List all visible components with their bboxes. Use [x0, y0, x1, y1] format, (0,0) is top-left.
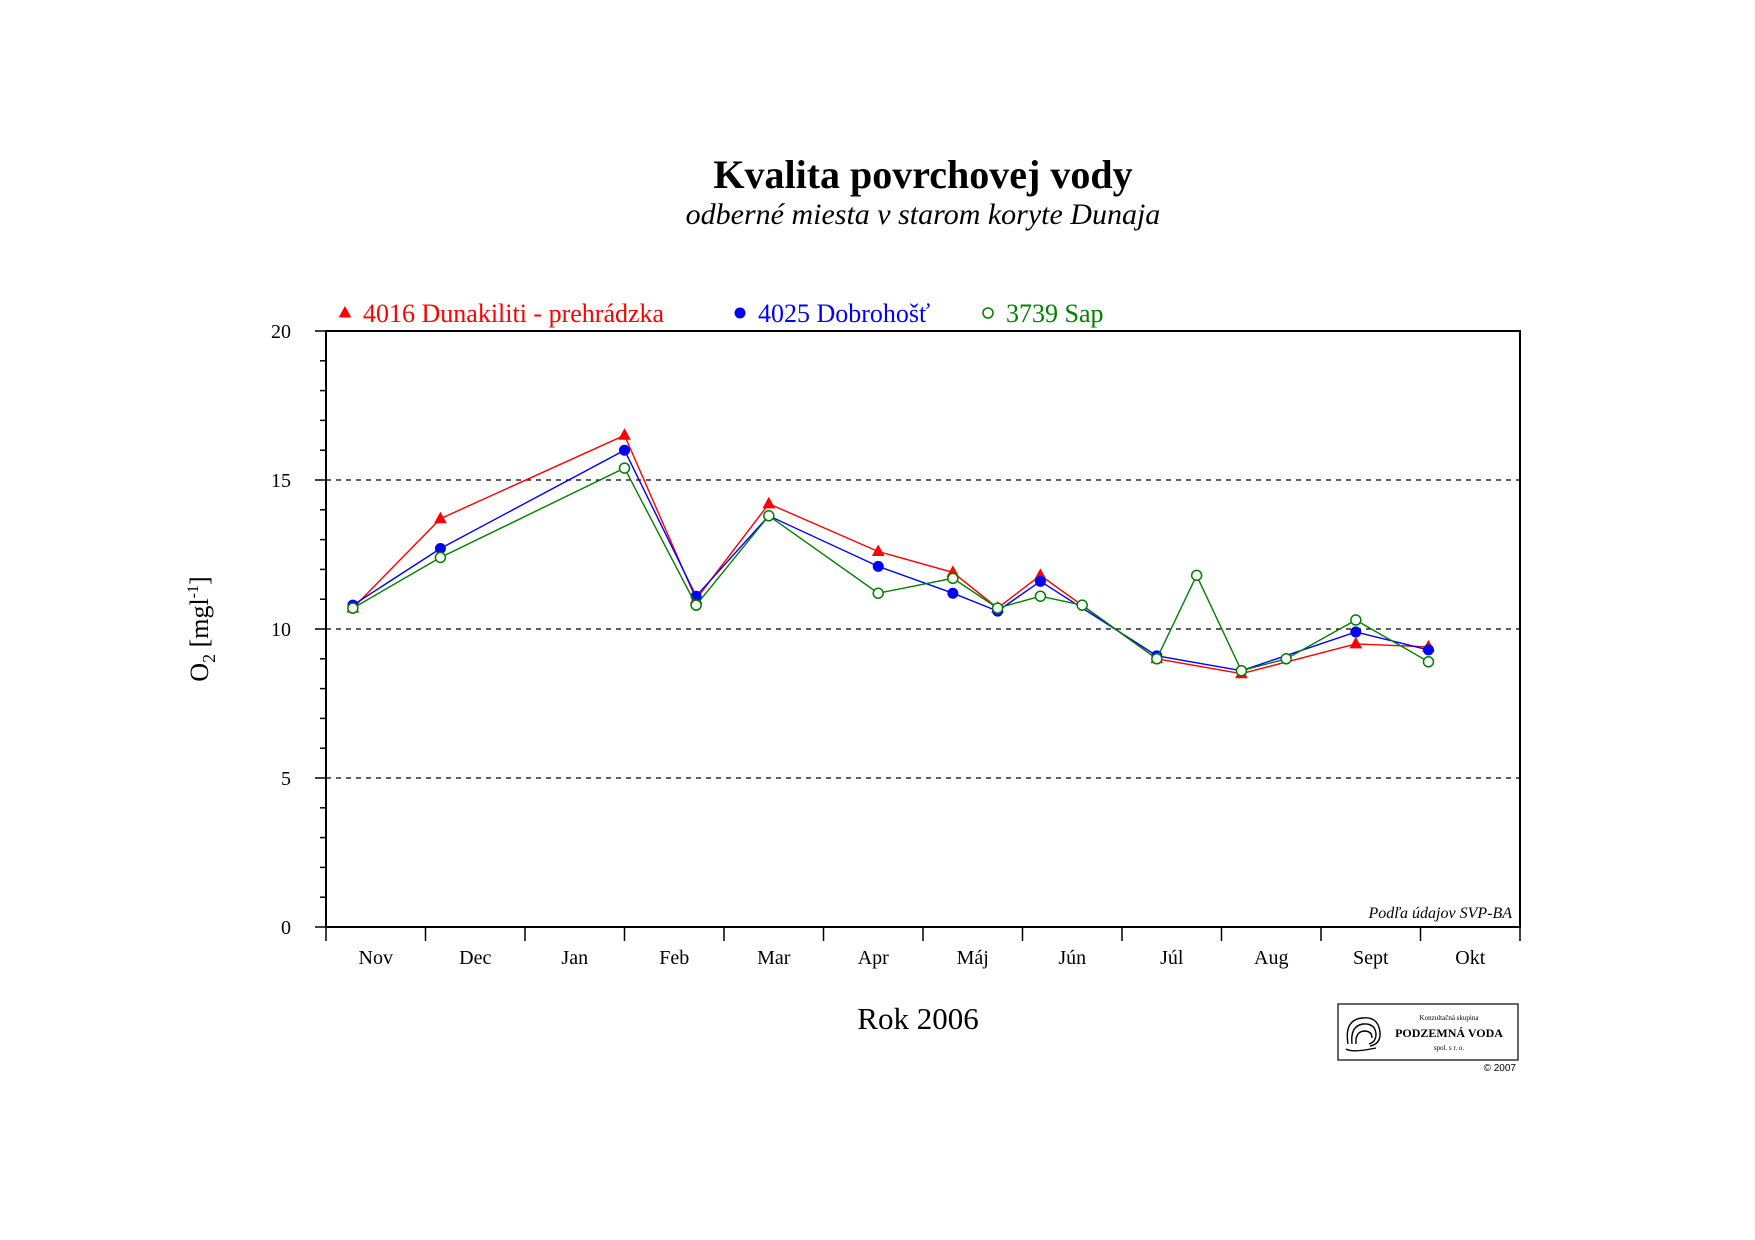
data-point [1034, 575, 1046, 587]
y-axis-title-sub: 2 [199, 654, 219, 663]
y-axis-title: O2 [mgl-1] [185, 576, 219, 681]
svg-text:O2 [mgl-1]: O2 [mgl-1] [185, 576, 219, 681]
chart-subtitle: odberné miesta v starom koryte Dunaja [686, 198, 1161, 231]
y-axis-title-main: O [185, 663, 214, 682]
data-point [347, 602, 359, 614]
x-tick-label: Okt [1455, 947, 1485, 969]
source-note: Podľa údajov SVP-BA [1367, 905, 1512, 922]
legend-item: 4016 Dunakiliti - prehrádzka [338, 299, 665, 328]
data-point [619, 444, 630, 456]
legend-item: 3739 Sap [982, 299, 1104, 328]
company-logo: Konzultačná skupina PODZEMNÁ VODA spol. … [1337, 1003, 1519, 1074]
x-axis-title: Rok 2006 [857, 1001, 978, 1036]
data-point [872, 560, 884, 572]
series-3 [347, 462, 1435, 677]
series-line [352, 467, 1429, 672]
series-line [352, 434, 1429, 675]
x-tick-label: Nov [359, 947, 393, 969]
x-tick-label: Dec [459, 947, 491, 969]
x-tick-label: Aug [1254, 947, 1288, 969]
logo-copyright: © 2007 [1484, 1063, 1517, 1074]
legend-item: 4025 Dobrohošť [734, 299, 930, 328]
x-tick-label: Sept [1353, 947, 1389, 969]
series-1 [346, 428, 1435, 679]
data-point [947, 587, 959, 599]
y-axis-title-unit: [mgl [185, 598, 214, 647]
chart-title: Kvalita povrchovej vody [713, 152, 1132, 197]
y-tick-label: 0 [281, 917, 291, 939]
legend: 4016 Dunakiliti - prehrádzka 4025 Dobroho… [338, 299, 1104, 328]
data-point [871, 544, 885, 557]
data-point [1235, 664, 1248, 677]
legend-label: 4016 Dunakiliti - prehrádzka [363, 299, 665, 328]
data-point [434, 551, 447, 564]
y-tick-label: 20 [271, 321, 291, 343]
y-tick-label: 10 [271, 619, 291, 641]
logo-line1: Konzultačná skupina [1420, 1014, 1480, 1022]
x-tick-label: Jún [1058, 947, 1086, 969]
data-point [618, 462, 631, 474]
data-point [618, 428, 631, 440]
data-point [1422, 656, 1435, 668]
data-point [1151, 653, 1163, 665]
y-axis-ticks: 0 5 10 15 20 [271, 321, 326, 939]
x-tick-label: Júl [1160, 947, 1184, 969]
x-tick-label: Feb [659, 947, 689, 969]
data-point [1350, 614, 1362, 626]
logo-swirl-icon [1345, 1017, 1381, 1052]
x-axis-ticks: Nov Dec Jan Feb Mar Apr Máj Jún Júl Aug Sept Okt [325, 927, 1521, 969]
y-tick-label: 15 [271, 470, 291, 492]
x-tick-label: Jan [561, 947, 588, 969]
x-tick-label: Apr [858, 947, 889, 969]
logo-line3: spol. s r. o. [1434, 1044, 1465, 1052]
series-line [352, 449, 1429, 672]
data-point [1349, 636, 1363, 649]
legend-label: 4025 Dobrohošť [758, 299, 930, 328]
data-point [1350, 626, 1362, 638]
plot-frame [325, 330, 1521, 928]
data-point [1190, 569, 1203, 582]
data-point [1034, 590, 1047, 602]
x-tick-label: Máj [957, 947, 989, 969]
y-axis-title-close: ] [185, 576, 214, 585]
data-point [762, 496, 776, 509]
data-point [434, 511, 447, 524]
legend-label: 3739 Sap [1006, 299, 1104, 328]
data-point [991, 602, 1004, 614]
data-point [872, 587, 884, 599]
data-point [947, 572, 959, 585]
series-layer [346, 428, 1435, 679]
logo-line2: PODZEMNÁ VODA [1395, 1026, 1503, 1040]
legend-marker [982, 307, 994, 319]
data-point [1076, 599, 1088, 611]
data-point [763, 510, 775, 522]
x-tick-label: Mar [757, 947, 791, 969]
legend-marker [338, 305, 352, 318]
legend-marker [734, 307, 746, 319]
data-point [1422, 644, 1434, 656]
data-point [1280, 653, 1292, 665]
gridlines [326, 479, 1520, 779]
y-tick-label: 5 [281, 768, 291, 790]
data-point [690, 599, 702, 611]
y-axis-title-sup: -1 [185, 585, 202, 598]
